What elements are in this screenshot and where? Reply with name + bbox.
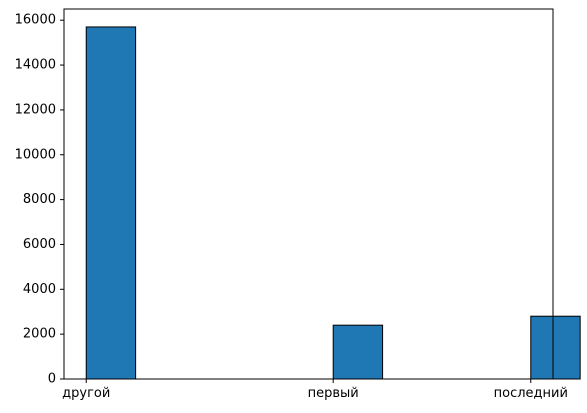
bar-1 <box>85 26 137 380</box>
x-axis: другой первый последний <box>62 379 568 401</box>
bars-layer <box>85 26 581 380</box>
y-tick-label: 2000 <box>23 327 56 342</box>
y-axis: 0 2000 4000 6000 8000 10000 12000 14000 16000 <box>15 13 64 387</box>
bar-3 <box>530 315 581 380</box>
y-tick-label: 10000 <box>15 147 56 162</box>
x-tick-label: последний <box>494 386 568 401</box>
y-tick-label: 16000 <box>15 13 56 28</box>
plot-frame <box>63 8 554 380</box>
x-tick-label: первый <box>308 386 359 401</box>
y-tick-label: 8000 <box>23 192 56 207</box>
y-tick-label: 12000 <box>15 102 56 117</box>
y-tick-label: 6000 <box>23 237 56 252</box>
y-tick-label: 0 <box>48 372 56 387</box>
y-tick-label: 14000 <box>15 58 56 73</box>
x-tick-label: другой <box>62 386 110 401</box>
bar-2 <box>332 324 384 380</box>
y-tick-label: 4000 <box>23 282 56 297</box>
